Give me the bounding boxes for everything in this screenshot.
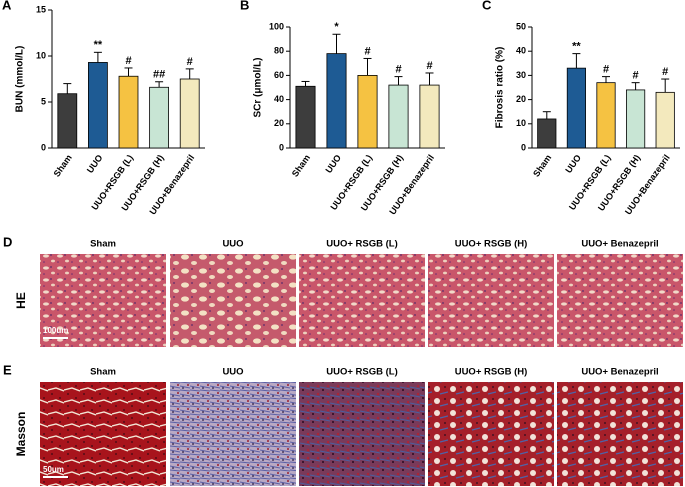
bar [179,78,200,149]
y-tick-label: 10 [516,118,526,128]
bar [655,91,675,149]
micrograph [428,254,554,347]
column-label: UUO [222,239,243,250]
y-tick-label: 50 [516,21,526,31]
significance-label: # [125,55,131,67]
column-label: UUO+ RSGB (H) [455,367,528,378]
column-label: UUO+ Benazepril [581,239,658,250]
micrograph [40,254,166,347]
bar [596,82,616,149]
bar [419,84,440,149]
micrograph [170,382,296,486]
panel-label: D [3,234,12,249]
bar [88,62,108,149]
significance-label: ** [572,41,581,53]
bar [57,93,78,149]
y-tick-label: 20 [516,94,526,104]
micrograph [299,382,425,486]
micrograph [428,382,554,486]
scale-bar-label: 50um [43,465,64,474]
y-tick-label: 15 [36,4,46,14]
column-label: UUO+ RSGB (H) [455,239,528,250]
bar [326,53,347,149]
micrograph [40,382,166,486]
micrograph [299,254,425,347]
x-tick-label: UUO [85,153,105,175]
y-tick-label: 0 [41,142,46,152]
significance-label: * [334,21,339,33]
significance-label: # [662,66,668,78]
column-label: UUO+ RSGB (L) [326,367,398,378]
significance-label: # [426,60,432,72]
bar [149,86,169,149]
y-axis-label: Fibrosis ratio (%) [495,47,506,129]
x-tick-label: UUO [563,153,583,175]
y-tick-label: 0 [279,142,284,152]
y-tick-label: 100 [269,21,284,31]
significance-label: # [187,56,193,68]
x-tick-label: Sham [52,153,74,179]
scale-bar-label: 100um [43,326,68,335]
significance-label: ## [153,69,165,81]
row-label: Masson [14,412,28,457]
significance-label: # [364,45,370,57]
panel-label: B [240,0,249,12]
y-axis-label: BUN (mmol/L) [15,46,26,113]
x-tick-label: Sham [531,153,553,179]
x-tick-label: UUO [323,153,343,175]
y-tick-label: 80 [274,46,284,56]
micrograph [557,254,683,347]
y-tick-label: 10 [36,50,46,60]
y-tick-label: 40 [516,46,526,56]
significance-label: ** [94,39,103,51]
image-panels: D HE Sham UUO UUO+ RSGB (L) UUO+ RSGB (H) UUO+… [3,234,683,486]
y-tick-label: 60 [274,70,284,80]
significance-label: # [633,70,639,82]
y-axis-label: SCr (μmol/L) [253,57,264,117]
bar [626,89,646,149]
bar [388,84,409,149]
column-label: UUO+ Benazepril [581,367,658,378]
column-label: Sham [90,367,116,378]
y-tick-label: 0 [521,142,526,152]
bar [357,75,378,149]
column-label: Sham [90,239,116,250]
significance-label: # [603,64,609,76]
column-label: UUO+ RSGB (L) [326,239,398,250]
bar [118,75,139,149]
y-tick-label: 20 [274,118,284,128]
bar [537,118,557,149]
column-label: UUO [222,367,243,378]
x-tick-label: Sham [290,153,312,179]
panel-label: C [482,0,492,12]
panel-label: E [3,362,12,377]
bar [566,67,586,149]
y-tick-label: 40 [274,94,284,104]
row-label: HE [14,292,28,309]
y-tick-label: 30 [516,70,526,80]
micrograph [557,382,683,486]
bar [295,85,316,149]
panel-label: A [2,0,12,12]
y-tick-label: 5 [41,96,46,106]
significance-label: # [395,64,401,76]
micrograph [170,254,296,347]
